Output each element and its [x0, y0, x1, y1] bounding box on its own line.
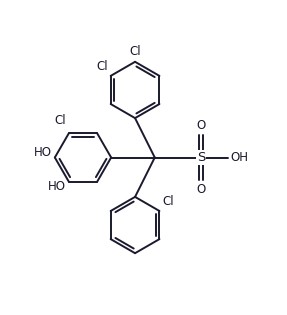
Text: OH: OH: [231, 151, 249, 164]
Text: Cl: Cl: [55, 114, 66, 128]
Text: Cl: Cl: [96, 60, 108, 73]
Text: HO: HO: [34, 146, 52, 159]
Text: O: O: [197, 119, 206, 132]
Text: O: O: [197, 183, 206, 196]
Text: HO: HO: [48, 180, 66, 193]
Text: S: S: [197, 151, 205, 164]
Text: Cl: Cl: [162, 195, 174, 208]
Text: Cl: Cl: [129, 45, 141, 58]
